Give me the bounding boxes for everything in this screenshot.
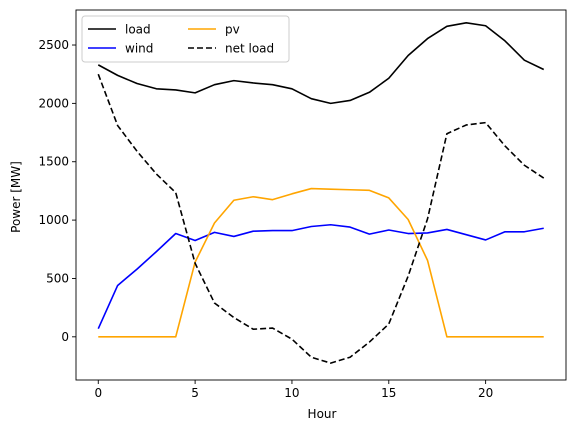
series-line-wind — [97, 223, 544, 329]
y-tick-label: 500 — [46, 271, 69, 285]
legend-label-load: load — [125, 23, 151, 37]
y-tick-label: 2500 — [38, 38, 69, 52]
y-tick-label: 1500 — [38, 155, 69, 169]
x-tick-label: 15 — [381, 386, 396, 400]
legend-label-pv: pv — [225, 23, 240, 37]
series-line-pv — [98, 187, 544, 338]
x-axis-label: Hour — [308, 407, 337, 421]
x-tick-label: 5 — [191, 386, 199, 400]
legend-label-wind: wind — [125, 42, 153, 56]
legend-box — [81, 15, 290, 63]
ticks-layer: 0 5 10 15 20 0 500 1000 1500 2000 2500 — [38, 38, 493, 400]
y-tick-label: 1000 — [38, 213, 69, 227]
x-tick-label: 10 — [284, 386, 299, 400]
series-layer — [97, 22, 545, 364]
x-tick-label: 20 — [478, 386, 493, 400]
series-line-load — [97, 22, 545, 105]
y-axis-label: Power [MW] — [9, 161, 23, 233]
axes-layer — [75, 9, 567, 381]
plot-frame — [75, 9, 567, 381]
legend: load wind pv net load — [81, 15, 290, 63]
y-tick-label: 0 — [61, 330, 69, 344]
y-tick-label: 2000 — [38, 96, 69, 110]
x-tick-label: 0 — [94, 386, 102, 400]
series-line-net-load — [97, 73, 545, 364]
legend-label-net-load: net load — [225, 42, 274, 56]
